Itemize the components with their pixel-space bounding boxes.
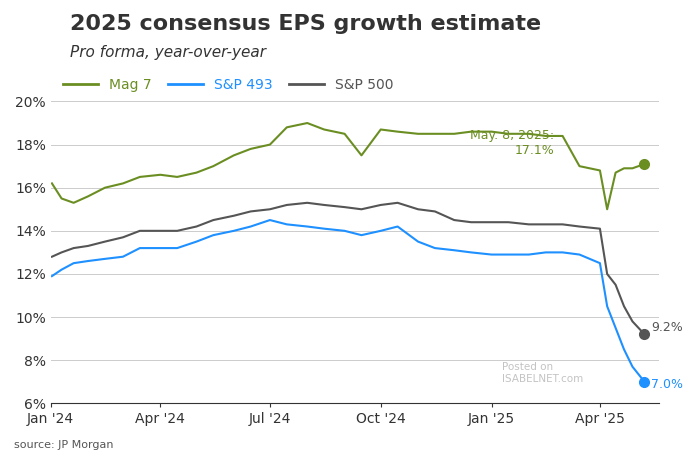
Text: May. 8, 2025:
17.1%: May. 8, 2025: 17.1% — [470, 129, 554, 157]
Legend: Mag 7, S&P 493, S&P 500: Mag 7, S&P 493, S&P 500 — [57, 73, 400, 98]
Text: source: JP Morgan: source: JP Morgan — [14, 440, 113, 450]
Text: 7.0%: 7.0% — [652, 378, 683, 391]
Text: Pro forma, year-over-year: Pro forma, year-over-year — [70, 46, 266, 61]
Text: 2025 consensus EPS growth estimate: 2025 consensus EPS growth estimate — [70, 14, 541, 34]
Text: 9.2%: 9.2% — [652, 321, 683, 334]
Text: Posted on
ISABELNET.com: Posted on ISABELNET.com — [503, 362, 584, 384]
